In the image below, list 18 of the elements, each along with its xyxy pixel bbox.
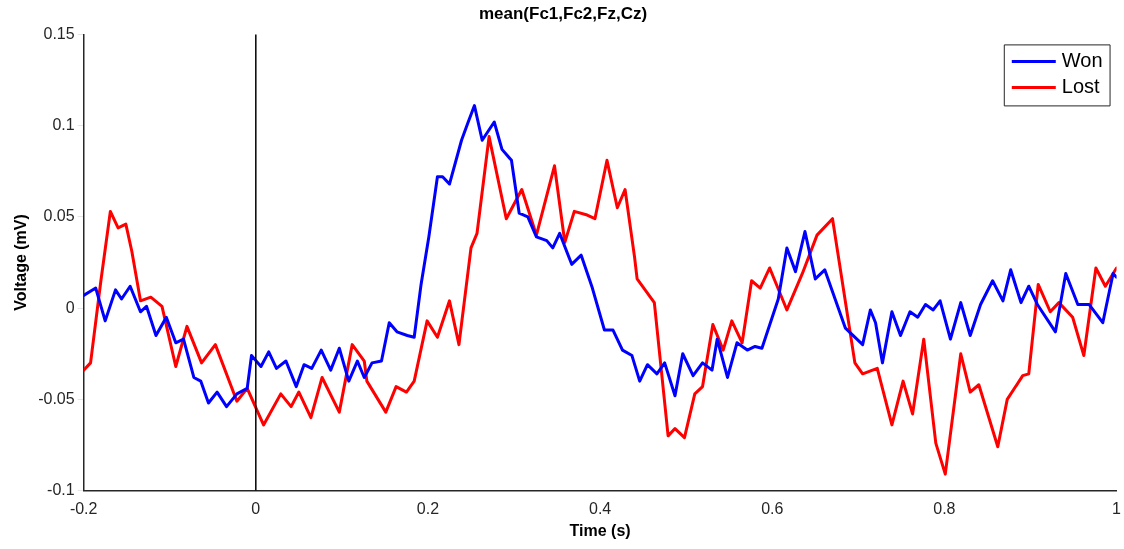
y-tick-label: 0 — [65, 298, 75, 316]
y-tick-label: -0.05 — [38, 389, 75, 407]
legend-label: Lost — [1061, 74, 1101, 97]
y-axis-title: Voltage (mV) — [12, 214, 30, 311]
x-tick-label: 0.8 — [933, 499, 956, 517]
x-axis-title: Time (s) — [569, 521, 631, 539]
y-tick-label: 0.1 — [52, 116, 75, 134]
x-tick-label: 0.6 — [761, 499, 784, 517]
x-tick-label: 0.2 — [416, 499, 440, 517]
chart-title: mean(Fc1,Fc2,Fz,Cz) — [478, 3, 648, 23]
legend-label: Won — [1061, 48, 1103, 71]
x-tick-label: 0 — [251, 499, 261, 517]
x-tick-label: -0.2 — [69, 499, 98, 517]
y-tick-label: 0.15 — [43, 24, 75, 42]
y-tick-label: -0.1 — [47, 481, 75, 499]
y-tick-label: 0.05 — [43, 207, 75, 225]
x-tick-label: 1 — [1112, 499, 1122, 517]
x-tick-label: 0.4 — [588, 499, 612, 517]
